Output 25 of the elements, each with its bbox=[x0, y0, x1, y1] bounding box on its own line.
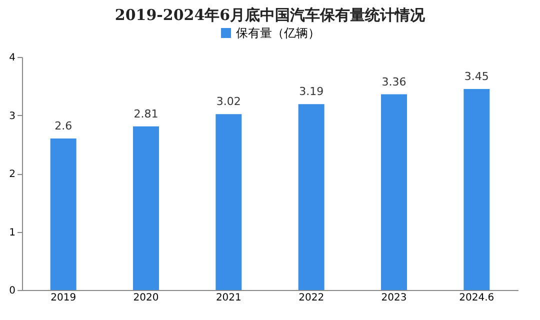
x-tick-label: 2024.6 bbox=[459, 292, 494, 304]
y-tick-label: 0 bbox=[9, 286, 16, 296]
x-tick-label: 2019 bbox=[50, 292, 76, 304]
y-tick-label: 4 bbox=[9, 52, 16, 64]
data-label: 3.19 bbox=[299, 85, 324, 98]
x-tick-label: 2021 bbox=[216, 292, 242, 304]
data-label: 2.6 bbox=[54, 120, 72, 133]
legend-label: 保有量（亿辆） bbox=[236, 26, 320, 40]
data-label: 2.81 bbox=[134, 107, 158, 120]
bar bbox=[464, 89, 490, 290]
chart-title: 2019-2024年6月底中国汽车保有量统计情况 bbox=[114, 6, 426, 24]
bar bbox=[216, 114, 242, 290]
y-tick-label: 1 bbox=[9, 227, 16, 238]
data-label: 3.02 bbox=[216, 95, 241, 108]
bar bbox=[133, 126, 159, 290]
x-tick-label: 2023 bbox=[381, 292, 407, 304]
data-label: 3.36 bbox=[382, 75, 406, 88]
y-tick-label: 3 bbox=[9, 110, 16, 122]
x-tick-label: 2020 bbox=[133, 292, 159, 304]
y-tick-label: 2 bbox=[9, 169, 16, 180]
x-tick-label: 2022 bbox=[298, 292, 324, 304]
bar bbox=[381, 94, 407, 290]
bar bbox=[50, 138, 76, 290]
data-label: 3.45 bbox=[464, 70, 489, 84]
bar bbox=[298, 104, 324, 290]
